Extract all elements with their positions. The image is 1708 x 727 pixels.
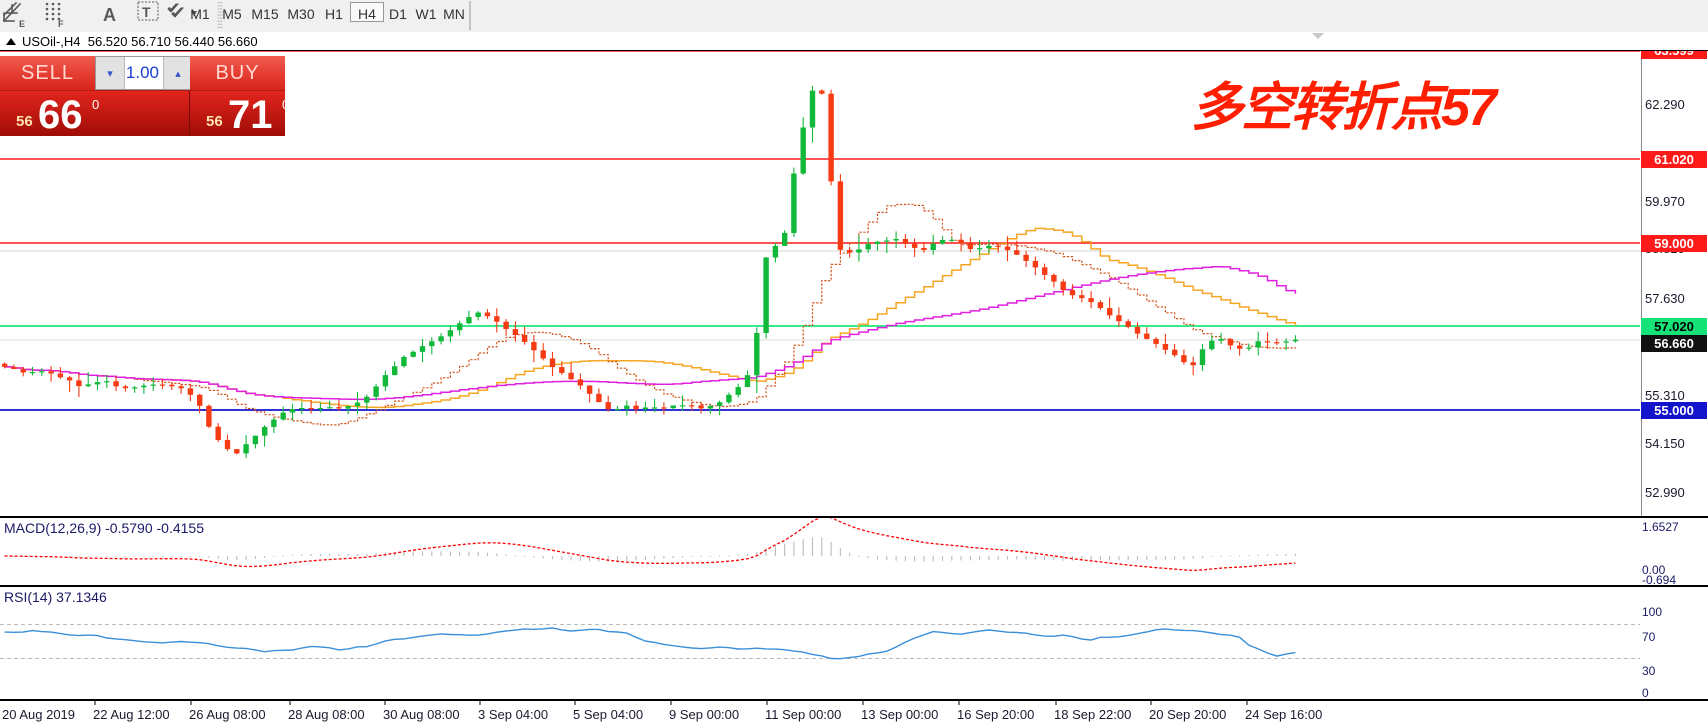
svg-text:多空转折点57: 多空转折点57 bbox=[1191, 79, 1499, 137]
